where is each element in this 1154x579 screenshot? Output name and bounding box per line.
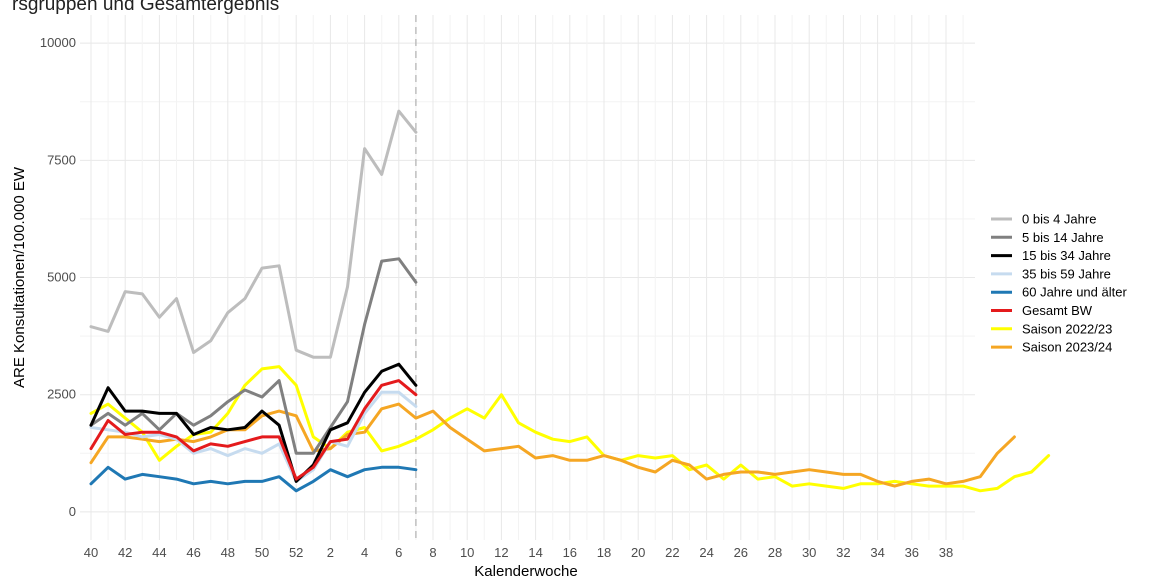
x-tick-label: 12 xyxy=(494,545,508,560)
y-tick-label: 10000 xyxy=(40,35,76,50)
chart-title: rsgruppen und Gesamtergebnis xyxy=(12,0,280,15)
series-line-15-bis-34-jahre xyxy=(89,362,418,483)
legend-label: 5 bis 14 Jahre xyxy=(1022,230,1104,245)
x-tick-label: 16 xyxy=(563,545,577,560)
x-tick-label: 30 xyxy=(802,545,816,560)
x-tick-label: 50 xyxy=(255,545,269,560)
x-tick-label: 46 xyxy=(186,545,200,560)
x-tick-label: 38 xyxy=(939,545,953,560)
x-tick-label: 48 xyxy=(221,545,235,560)
y-tick-label: 0 xyxy=(69,504,76,519)
y-tick-label: 7500 xyxy=(47,152,76,167)
series-line-gesamt-bw xyxy=(89,379,418,481)
y-tick-label: 2500 xyxy=(47,387,76,402)
x-tick-label: 4 xyxy=(361,545,368,560)
legend-label: 60 Jahre und älter xyxy=(1022,285,1127,300)
legend-label: 15 bis 34 Jahre xyxy=(1022,248,1111,263)
x-tick-label: 8 xyxy=(429,545,436,560)
series-line-5-bis-14-jahre xyxy=(89,257,418,455)
x-tick-label: 2 xyxy=(327,545,334,560)
x-tick-label: 28 xyxy=(768,545,782,560)
legend-label: 0 bis 4 Jahre xyxy=(1022,212,1096,227)
legend-label: 35 bis 59 Jahre xyxy=(1022,266,1111,281)
x-axis-title: Kalenderwoche xyxy=(474,563,577,579)
x-tick-label: 44 xyxy=(152,545,166,560)
series-line-60-jahre-und-lter xyxy=(89,465,418,493)
legend-label: Gesamt BW xyxy=(1022,303,1093,318)
legend-label: Saison 2022/23 xyxy=(1022,321,1112,336)
y-tick-label: 5000 xyxy=(47,270,76,285)
x-tick-label: 32 xyxy=(836,545,850,560)
x-tick-label: 18 xyxy=(597,545,611,560)
x-tick-label: 42 xyxy=(118,545,132,560)
x-tick-label: 26 xyxy=(734,545,748,560)
x-tick-label: 6 xyxy=(395,545,402,560)
series-line-saison-2022-23 xyxy=(89,365,1051,493)
x-tick-label: 14 xyxy=(528,545,542,560)
x-tick-label: 52 xyxy=(289,545,303,560)
series-line-35-bis-59-jahre xyxy=(89,390,418,483)
x-tick-label: 34 xyxy=(870,545,884,560)
series-line-saison-2023-24 xyxy=(89,402,1016,488)
x-tick-label: 22 xyxy=(665,545,679,560)
x-tick-label: 10 xyxy=(460,545,474,560)
series-line-0-bis-4-jahre xyxy=(89,109,418,359)
x-tick-label: 20 xyxy=(631,545,645,560)
legend-label: Saison 2023/24 xyxy=(1022,340,1112,355)
x-tick-label: 36 xyxy=(905,545,919,560)
x-tick-label: 40 xyxy=(84,545,98,560)
y-axis-title: ARE Konsultationen/100.000 EW xyxy=(11,166,28,388)
x-tick-label: 24 xyxy=(699,545,713,560)
